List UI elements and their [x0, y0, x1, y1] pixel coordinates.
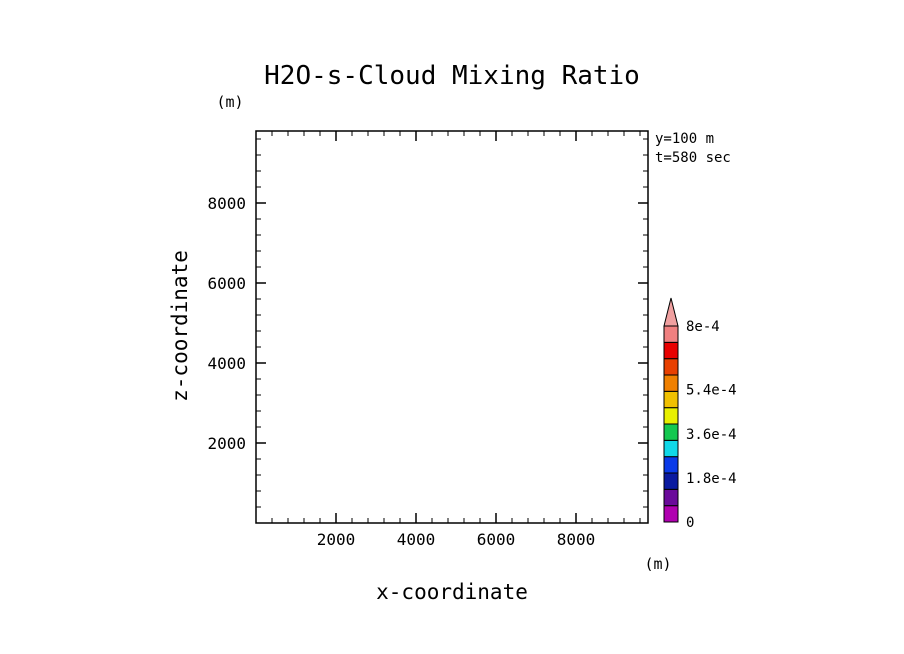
colorbar-label: 8e-4: [686, 319, 720, 335]
y-unit-label: (m): [216, 93, 243, 111]
colorbar-extend-arrow: [663, 297, 679, 327]
chart-title: H2O-s-Cloud Mixing Ratio: [264, 61, 640, 91]
colorbar-swatch: [663, 341, 679, 360]
x-unit-label: (m): [644, 555, 671, 573]
colorbar: 0 1.8e-4 3.6e-4 5.4e-4 8e-4: [663, 297, 737, 531]
colorbar-swatch: [663, 358, 679, 376]
x-axis-label: x-coordinate: [376, 580, 528, 604]
x-tick-label: 6000: [477, 530, 516, 549]
y-tick-label: 2000: [207, 434, 246, 453]
colorbar-swatch: [663, 488, 679, 507]
y-tick-label: 6000: [207, 274, 246, 293]
colorbar-label: 5.4e-4: [686, 383, 737, 399]
colorbar-swatch: [663, 439, 679, 458]
colorbar-swatch: [663, 374, 679, 392]
plot-area: [255, 130, 649, 524]
colorbar-swatch: [663, 456, 679, 474]
colorbar-swatch: [663, 390, 679, 409]
colorbar-label: 0: [686, 515, 694, 531]
x-tick-label: 4000: [397, 530, 436, 549]
annotation-time: t=580 sec: [655, 150, 731, 166]
colorbar-swatch: [663, 325, 679, 343]
colorbar-swatch: [663, 505, 679, 523]
axis-ticks: [256, 131, 648, 523]
x-tick-label: 8000: [557, 530, 596, 549]
y-tick-label: 4000: [207, 354, 246, 373]
y-axis-label: z-coordinate: [168, 250, 192, 402]
colorbar-label: 1.8e-4: [686, 471, 737, 487]
annotation-y-position: y=100 m: [655, 131, 714, 147]
colorbar-swatch: [663, 407, 679, 425]
y-tick-label: 8000: [207, 194, 246, 213]
x-tick-label: 2000: [317, 530, 356, 549]
axis-tick-labels: 2000 4000 6000 8000 2000 4000 6000 8000: [207, 194, 595, 549]
colorbar-label: 3.6e-4: [686, 427, 737, 443]
colorbar-swatch: [663, 423, 679, 441]
colorbar-swatch: [663, 472, 679, 490]
